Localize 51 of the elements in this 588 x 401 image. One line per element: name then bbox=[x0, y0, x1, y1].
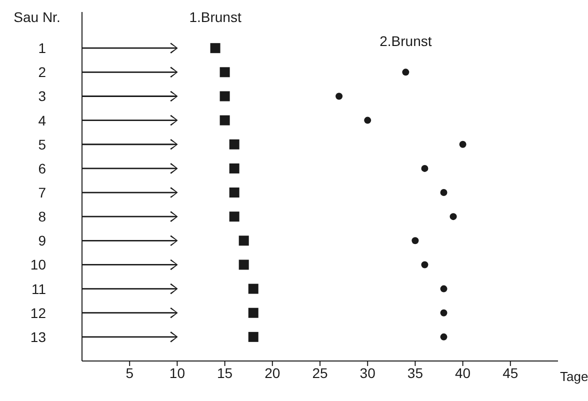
point bbox=[459, 140, 466, 148]
point bbox=[402, 68, 410, 76]
point bbox=[248, 308, 258, 318]
point bbox=[220, 67, 230, 78]
point bbox=[220, 115, 230, 126]
x-tick-label: 15 bbox=[217, 364, 233, 381]
x-tick-label: 10 bbox=[169, 364, 186, 381]
point bbox=[440, 309, 448, 316]
y-tick-label: 8 bbox=[38, 208, 46, 225]
y-tick-label: 5 bbox=[38, 136, 46, 152]
y-tick-label: 11 bbox=[31, 280, 46, 297]
y-tick-label: 10 bbox=[30, 256, 46, 273]
y-tick-label: 12 bbox=[30, 304, 46, 321]
x-tick-label: 5 bbox=[126, 364, 134, 381]
x-axis-title: Tage bbox=[560, 369, 588, 384]
x-tick-label: 40 bbox=[455, 364, 471, 381]
point bbox=[229, 188, 240, 198]
y-axis-title: Sau Nr. bbox=[14, 9, 60, 25]
series-label: 2.Brunst bbox=[380, 33, 432, 50]
x-tick-label: 25 bbox=[312, 364, 328, 381]
x-tick-label: 35 bbox=[407, 364, 424, 381]
point bbox=[229, 163, 240, 174]
point bbox=[440, 285, 448, 292]
point bbox=[248, 284, 258, 294]
point bbox=[421, 261, 428, 268]
point bbox=[229, 212, 240, 222]
x-tick-label: 20 bbox=[264, 364, 280, 381]
point bbox=[336, 92, 343, 100]
point bbox=[210, 43, 220, 54]
point bbox=[364, 116, 372, 124]
y-tick-label: 6 bbox=[38, 160, 46, 176]
x-tick-label: 45 bbox=[502, 364, 518, 381]
series-label: 1.Brunst bbox=[189, 9, 242, 25]
y-tick-label: 9 bbox=[38, 232, 46, 249]
point bbox=[412, 237, 419, 244]
point bbox=[440, 189, 448, 196]
y-tick-label: 2 bbox=[38, 64, 46, 80]
point bbox=[229, 139, 240, 150]
point bbox=[238, 260, 249, 270]
y-tick-label: 4 bbox=[38, 112, 46, 128]
point bbox=[450, 213, 457, 220]
point bbox=[440, 333, 448, 340]
point bbox=[421, 164, 428, 172]
x-tick-label: 30 bbox=[360, 364, 376, 381]
y-tick-label: 3 bbox=[38, 88, 46, 104]
point bbox=[220, 91, 230, 102]
y-tick-label: 1 bbox=[38, 40, 46, 56]
y-tick-label: 7 bbox=[38, 184, 46, 200]
y-tick-label: 13 bbox=[30, 328, 46, 345]
point bbox=[238, 236, 249, 246]
point bbox=[248, 332, 258, 342]
